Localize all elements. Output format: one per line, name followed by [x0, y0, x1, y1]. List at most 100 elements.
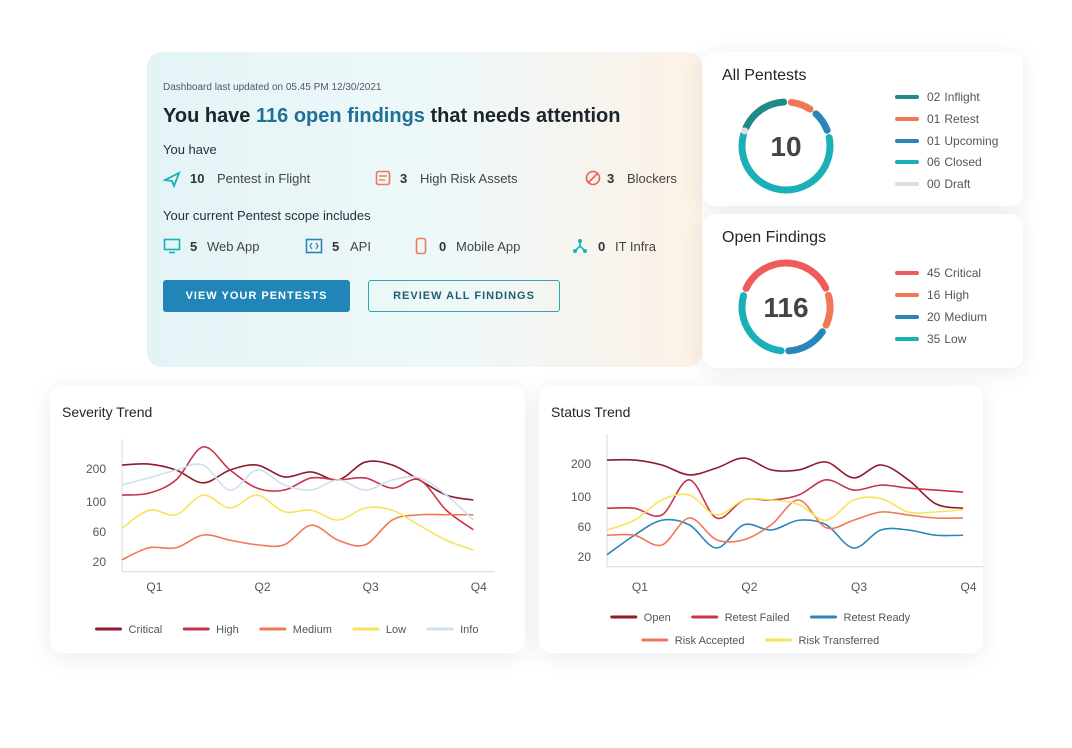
series-line [121, 463, 474, 521]
legend-label: High [944, 288, 969, 302]
icon-web-app [163, 238, 181, 254]
legend-label: Low [944, 332, 966, 346]
y-tick-label: 60 [93, 525, 107, 539]
donut-total: 10 [770, 131, 801, 162]
legend-value: 16 [927, 288, 941, 302]
section-label: Your current Pentest scope includes [163, 208, 371, 223]
donut-card: All Pentests 10 02 Inflight 01 Retest 01 Upcomi… [703, 52, 1023, 206]
scope-value: 5 [190, 239, 198, 254]
legend-label: Critical [944, 266, 981, 280]
trend-card: Severity Trend 20 60 100 200 Q1 Q2 Q3 Q4 Critical… [50, 386, 525, 653]
icon-mobile [415, 237, 427, 255]
y-tick-label: 20 [578, 550, 592, 564]
donut-segment [742, 259, 830, 292]
chart-title: Status Trend [551, 404, 630, 420]
scope-value: 0 [598, 239, 606, 254]
series-line [121, 494, 474, 551]
donut-title: Open Findings [722, 229, 826, 246]
view-pentests-button[interactable]: VIEW YOUR PENTESTS [163, 280, 350, 312]
scope-label: IT Infra [615, 239, 656, 254]
y-tick-label: 20 [93, 555, 107, 569]
series-line [606, 499, 964, 547]
icon-infra [573, 239, 587, 253]
donut-segment [742, 98, 788, 131]
x-tick-label: Q1 [632, 580, 648, 594]
headline: You have 116 open findings that needs at… [163, 105, 621, 128]
donut-title: All Pentests [722, 67, 806, 84]
stat-value: 10 [190, 171, 205, 186]
legend-label: Low [386, 624, 406, 636]
x-tick-label: Q2 [741, 580, 757, 594]
x-tick-label: Q2 [255, 580, 271, 594]
stat-value: 3 [400, 171, 408, 186]
series-line [121, 513, 474, 561]
donut-segment [787, 98, 814, 113]
legend-label: Draft [944, 177, 971, 191]
scope-label: Web App [207, 239, 260, 254]
stat-value: 3 [607, 171, 615, 186]
legend-label: Retest Ready [844, 612, 911, 624]
y-tick-label: 100 [86, 495, 106, 509]
icon-plane [163, 171, 181, 188]
legend-label: Info [460, 624, 478, 636]
section-label: You have [163, 142, 217, 157]
series-line [606, 457, 964, 510]
legend-value: 45 [927, 266, 941, 280]
series-line [606, 518, 964, 556]
legend-label: Retest [944, 112, 979, 126]
legend-label: Risk Accepted [675, 635, 745, 647]
scope-value: 0 [439, 239, 447, 254]
legend-label: Upcoming [944, 134, 998, 148]
legend-value: 06 [927, 155, 941, 169]
legend-label: Retest Failed [725, 612, 790, 624]
donut-segment [738, 131, 834, 194]
legend-label: Risk Transferred [799, 635, 880, 647]
donut-segment [812, 110, 831, 134]
legend-label: Critical [129, 624, 163, 636]
x-tick-label: Q4 [961, 580, 977, 594]
icon-assets [375, 170, 391, 186]
scope-label: Mobile App [456, 239, 521, 254]
legend-label: Medium [944, 310, 987, 324]
legend-value: 00 [927, 177, 941, 191]
review-findings-button[interactable]: REVIEW ALL FINDINGS [368, 280, 560, 312]
legend-label: Inflight [944, 90, 980, 104]
donut-segment [738, 292, 785, 355]
headline-text: You have [163, 105, 256, 127]
series-line [606, 493, 964, 531]
summary-card: Dashboard last updated on 05.45 PM 12/30… [147, 52, 702, 367]
last-updated: Dashboard last updated on 05.45 PM 12/30… [163, 82, 382, 93]
legend-value: 35 [927, 332, 941, 346]
icon-blockers [585, 170, 601, 186]
icon-api [305, 238, 323, 254]
y-tick-label: 100 [571, 490, 591, 504]
chart-title: Severity Trend [62, 404, 152, 420]
legend-value: 02 [927, 90, 941, 104]
donut-segment [822, 291, 834, 329]
stat-label: Blockers [627, 171, 677, 186]
scope-label: API [350, 239, 371, 254]
legend-label: Closed [944, 155, 981, 169]
y-tick-label: 200 [571, 457, 591, 471]
legend-value: 01 [927, 134, 941, 148]
legend-label: Open [644, 612, 671, 624]
series-line [606, 479, 964, 520]
line-chart: Severity Trend 20 60 100 200 Q1 Q2 Q3 Q4 Critical… [62, 404, 495, 636]
donut-card: Open Findings 116 45 Critical 16 High 20 Medium… [703, 214, 1023, 368]
stat-label: Pentest in Flight [217, 171, 311, 186]
legend-label: High [216, 624, 239, 636]
legend-value: 20 [927, 310, 941, 324]
trend-card: Status Trend 20 60 100 200 Q1 Q2 Q3 Q4 Open Retest… [539, 386, 985, 653]
x-tick-label: Q4 [471, 580, 487, 594]
scope-value: 5 [332, 239, 340, 254]
legend-label: Medium [293, 624, 332, 636]
x-tick-label: Q3 [363, 580, 379, 594]
line-chart: Status Trend 20 60 100 200 Q1 Q2 Q3 Q4 Open Retest… [551, 404, 985, 647]
y-tick-label: 60 [578, 520, 592, 534]
headline-highlight: 116 open findings [256, 105, 425, 127]
donut-segment [785, 328, 826, 355]
x-tick-label: Q3 [851, 580, 867, 594]
